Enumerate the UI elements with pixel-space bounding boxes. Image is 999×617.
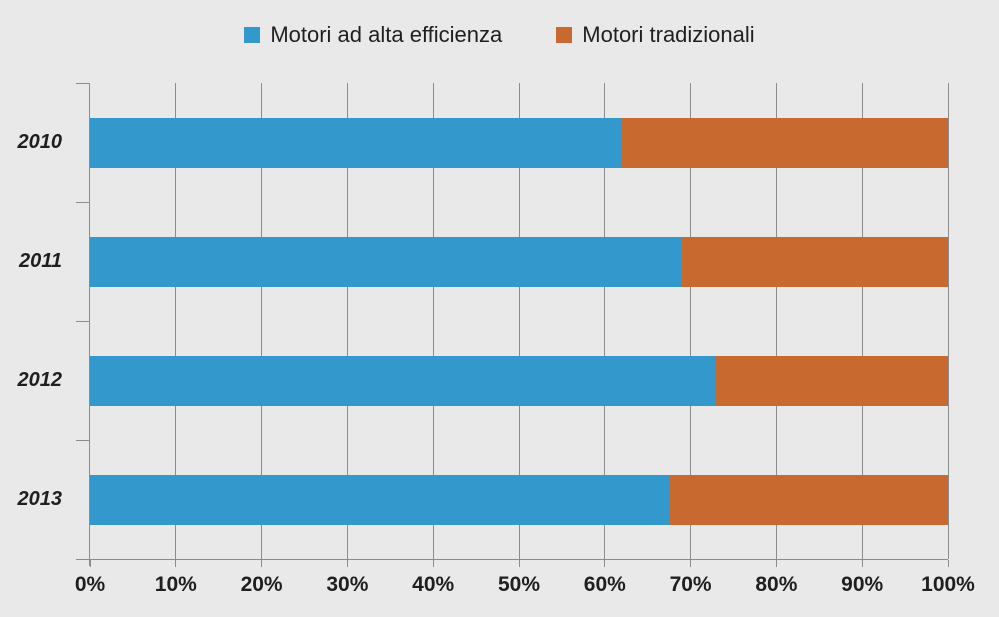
chart-legend: Motori ad alta efficienza Motori tradizio… [0,24,999,46]
bar-segment-tradizionali [669,474,948,525]
y-axis-label: 2010 [17,131,63,153]
x-axis-label: 80% [755,573,798,596]
y-axis-tick [76,202,90,203]
bar-segment-alta-efficienza [90,474,670,525]
y-axis-tick [76,321,90,322]
y-axis-label: 2012 [17,369,63,391]
bar-segment-tradizionali [716,355,948,406]
legend-swatch-icon [244,27,261,43]
x-axis-tick [89,560,91,567]
x-axis-label: 10% [154,573,197,596]
x-axis-line [90,559,948,560]
x-axis-tick [432,560,434,567]
y-axis-tick [76,440,90,441]
y-axis-label: 2011 [18,250,62,272]
bar-row-2011 [90,236,948,287]
bar-row-2012 [90,355,948,406]
x-axis-label: 90% [841,573,884,596]
legend-item: Motori tradizionali [556,22,755,47]
x-axis-tick [518,560,520,567]
x-axis-label: 30% [326,573,369,596]
gridline [346,83,348,559]
y-axis-tick [76,559,90,560]
y-axis-label: 2013 [17,488,63,510]
legend-swatch-icon [556,27,573,43]
plot-area [90,83,949,559]
x-axis-tick [947,560,949,567]
bar-segment-alta-efficienza [90,236,683,287]
x-axis-label: 40% [412,573,455,596]
x-axis-label: 50% [497,573,541,596]
gridline [775,83,777,559]
legend-item: Motori ad alta efficienza [244,24,502,46]
gridline [261,83,263,559]
x-axis-label: 60% [583,573,626,596]
x-axis-label: 100% [921,573,975,596]
x-axis-tick [261,560,263,567]
bar-segment-tradizionali [621,117,948,168]
x-axis-tick [861,560,863,567]
x-axis-tick [690,560,692,567]
x-axis-label: 0% [74,573,106,596]
bar-segment-alta-efficienza [90,117,622,168]
legend-label: Motori ad alta efficienza [270,22,503,47]
gridline [175,83,177,559]
x-axis-tick [175,560,177,567]
gridline [947,83,949,559]
bar-row-2013 [90,474,948,525]
x-axis-tick [604,560,606,567]
y-axis-tick [76,83,90,84]
legend-label: Motori tradizionali [582,22,755,47]
bar-segment-alta-efficienza [90,355,717,406]
gridline [690,83,692,559]
x-axis-tick [775,560,777,567]
x-axis-label: 20% [240,573,283,596]
gridline [432,83,434,559]
x-axis-tick [346,560,348,567]
gridline [518,83,520,559]
bar-row-2010 [90,117,948,168]
x-axis-label: 70% [669,573,712,596]
gridline [861,83,863,559]
y-axis-line [89,83,90,566]
gridline [604,83,606,559]
bar-segment-tradizionali [682,236,948,287]
